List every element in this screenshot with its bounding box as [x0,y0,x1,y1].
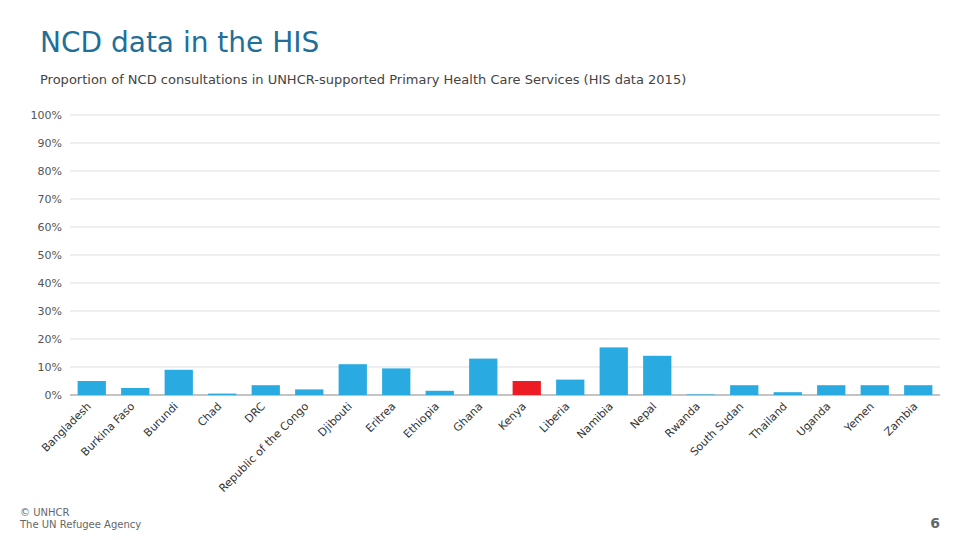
x-tick-label: Nepal [628,400,660,432]
bar [904,385,932,395]
chart: NCD data in the HIS Proportion of NCD con… [0,0,960,540]
y-tick-label: 30% [38,305,62,318]
bar [78,381,106,395]
x-tick-label: Thailand [747,400,790,443]
bar [817,385,845,395]
chart-container: NCD data in the HIS Proportion of NCD con… [0,0,960,540]
grid-line [70,283,940,284]
y-tick-label: 90% [38,137,62,150]
grid-line [70,311,940,312]
y-tick-label: 20% [38,333,62,346]
bar [382,368,410,395]
bar [643,356,671,395]
x-tick-label: Chad [195,400,224,429]
grid-line [70,115,940,116]
bar [687,394,715,395]
y-tick-label: 80% [38,165,62,178]
bar [252,385,280,395]
annotation: 6 [930,515,940,531]
grid-line [70,395,940,396]
grid-line [70,171,940,172]
bars [78,347,933,395]
x-tick-label: Ghana [451,400,486,435]
y-tick-label: 100% [31,109,62,122]
x-tick-label: Zambia [882,400,921,439]
y-tick-label: 70% [38,193,62,206]
x-tick-label: Djibouti [316,400,355,439]
bar [339,364,367,395]
y-tick-label: 50% [38,249,62,262]
bar [121,388,149,395]
bar [513,381,541,395]
x-tick-label: Uganda [794,400,833,439]
bar [730,385,758,395]
bar [774,392,802,395]
x-tick-label: Eritrea [363,400,398,435]
grid-line [70,143,940,144]
title: NCD data in the HIS [40,26,319,59]
x-axis-line [70,395,940,396]
grid-line [70,199,940,200]
x-tick-label: Rwanda [663,400,703,440]
x-tick-label: Namibia [574,400,615,441]
x-tick-label: Kenya [496,400,529,433]
bar [600,347,628,395]
bar [165,370,193,395]
grid-line [70,367,940,368]
bar [426,391,454,395]
x-tick-label: Burkina Faso [79,400,138,459]
grid [70,115,940,395]
grid-line [70,227,940,228]
grid-line [70,339,940,340]
y-tick-label: 0% [45,389,62,402]
y-tick-label: 60% [38,221,62,234]
bar [295,389,323,395]
bar [556,380,584,395]
bar [861,385,889,395]
x-tick-label: Yemen [841,400,877,436]
grid-line [70,255,940,256]
y-tick-label: 40% [38,277,62,290]
x-tick-label: Liberia [537,400,573,436]
x-tick-label: DRC [242,400,268,426]
x-tick-label: South Sudan [688,400,747,459]
subtitle: Proportion of NCD consultations in UNHCR… [40,72,686,87]
x-tick-label: Republic of the Congo [216,400,311,495]
bar [208,394,236,395]
y-tick-label: 10% [38,361,62,374]
x-tick-label: Ethiopia [401,400,442,441]
bar [469,359,497,395]
x-tick-label: Burundi [141,400,181,440]
annotation: © UNHCRThe UN Refugee Agency [19,507,141,530]
